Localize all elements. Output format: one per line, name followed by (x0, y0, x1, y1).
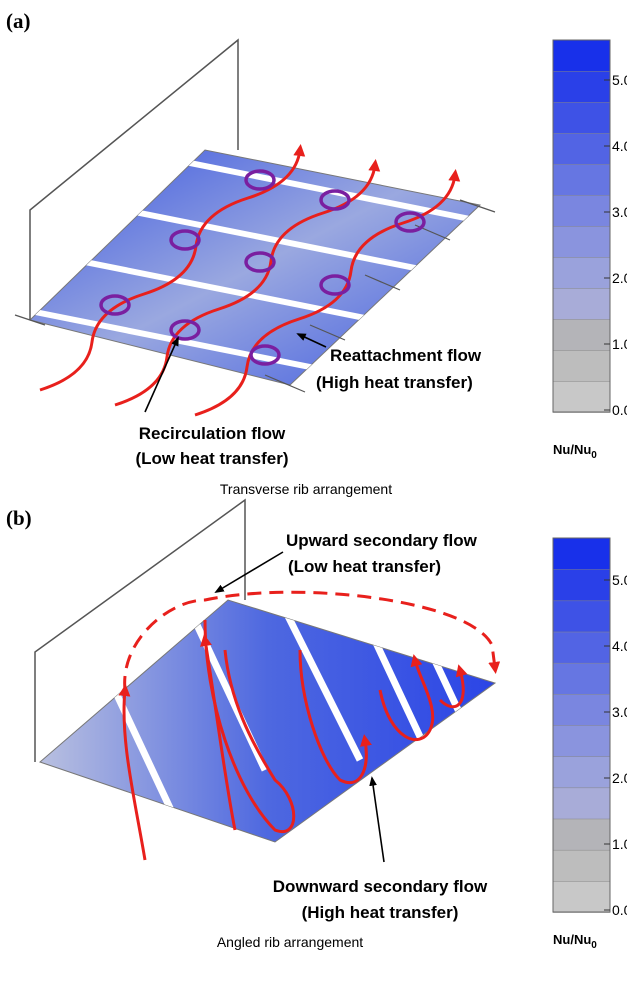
color-band (552, 693, 611, 726)
color-band (552, 318, 611, 351)
colorbar-frame (552, 39, 611, 413)
annotation: Reattachment flow (330, 346, 482, 365)
color-band (552, 380, 611, 413)
panel-label: (a) (6, 9, 31, 33)
panel-label: (b) (6, 506, 32, 530)
color-band (552, 787, 611, 820)
colorbar-label-sub: 0 (591, 450, 597, 461)
color-band (552, 225, 611, 258)
colorbar-label-sub: 0 (591, 940, 597, 951)
tick-label: 4.0 (612, 638, 627, 654)
annotation: Downward secondary flow (273, 877, 488, 896)
tick-label: 3.0 (612, 704, 627, 720)
color-band (552, 70, 611, 103)
colorbar-label: Nu/Nu0 (553, 932, 597, 951)
colorbar-label-main: Nu/Nu (553, 442, 591, 457)
color-band (552, 132, 611, 165)
annotation: Upward secondary flow (286, 531, 478, 550)
color-band (552, 755, 611, 789)
panel-a-drawing (14, 38, 496, 417)
tick-label: 0.0 (612, 402, 627, 418)
color-band (552, 880, 611, 913)
annotation: (Low heat transfer) (135, 449, 288, 468)
side-wall (34, 498, 246, 762)
color-band (552, 818, 611, 851)
caption: Angled rib arrangement (217, 934, 363, 950)
flow-line (39, 144, 306, 392)
colorbar: 5.0 4.0 3.0 2.0 1.0 0.0 Nu/Nu0 (552, 537, 627, 951)
colorbar-label-main: Nu/Nu (553, 932, 591, 947)
annotation: (High heat transfer) (302, 903, 459, 922)
color-band (552, 849, 611, 882)
color-band (552, 101, 611, 134)
color-band (552, 194, 611, 227)
tick-label: 2.0 (612, 770, 627, 786)
color-band (552, 39, 611, 72)
tick-label: 1.0 (612, 336, 627, 352)
pointers (144, 333, 385, 863)
color-band (552, 256, 611, 289)
color-band (552, 287, 611, 320)
annotation: (Low heat transfer) (288, 557, 441, 576)
color-band (552, 600, 611, 633)
flow-lines (118, 590, 501, 861)
tick-label: 5.0 (612, 572, 627, 588)
panel-b-drawing (34, 498, 501, 861)
color-band (552, 631, 611, 664)
annotation: Recirculation flow (139, 424, 286, 443)
vortices (99, 169, 426, 366)
plate (29, 149, 482, 386)
tick-label: 3.0 (612, 204, 627, 220)
flow-line (194, 169, 461, 417)
tick-label: 0.0 (612, 902, 627, 918)
tick-label: 5.0 (612, 72, 627, 88)
tick-label: 1.0 (612, 836, 627, 852)
caption: Transverse rib arrangement (220, 481, 392, 497)
tick-label: 4.0 (612, 138, 627, 154)
tick-label: 2.0 (612, 270, 627, 286)
rib-ends (14, 199, 496, 393)
color-band (552, 349, 611, 382)
colorbar-frame (552, 537, 611, 913)
color-band (552, 163, 611, 196)
color-band (552, 724, 611, 757)
color-band (552, 568, 611, 602)
plate (39, 599, 497, 843)
colorbar-label: Nu/Nu0 (553, 442, 597, 461)
color-band (552, 662, 611, 695)
side-wall (29, 38, 239, 320)
color-band (552, 537, 611, 570)
colorbar: 5.0 4.0 3.0 2.0 1.0 0.0 Nu/Nu0 (552, 39, 627, 461)
annotation: (High heat transfer) (316, 373, 473, 392)
